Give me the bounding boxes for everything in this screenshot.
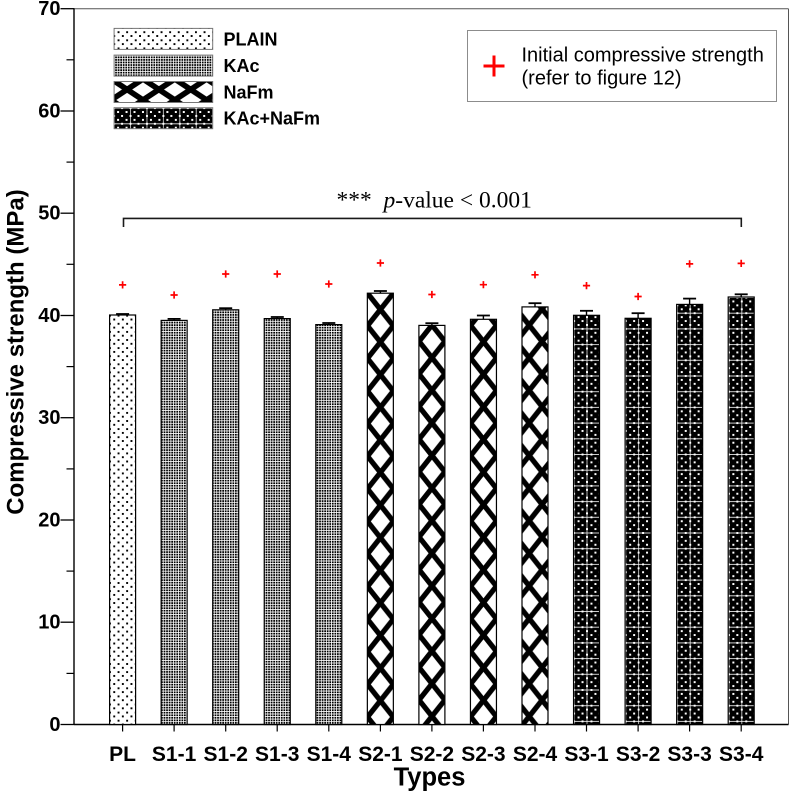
svg-text:S3-4: S3-4 [719,743,764,766]
svg-text:S3-3: S3-3 [667,743,711,766]
svg-text:Types: Types [394,764,466,792]
svg-text:(refer to figure 12): (refer to figure 12) [522,68,682,90]
svg-text:50: 50 [38,203,60,225]
svg-text:Compressive strength (MPa): Compressive strength (MPa) [3,189,30,514]
svg-text:S3-2: S3-2 [616,743,660,766]
svg-text:60: 60 [38,100,60,122]
svg-text:0: 0 [49,714,60,736]
svg-text:S1-2: S1-2 [204,743,248,766]
svg-text:10: 10 [38,612,60,634]
svg-text:S1-4: S1-4 [307,743,352,766]
svg-text:S2-1: S2-1 [358,743,403,766]
svg-text:PL: PL [109,743,136,766]
svg-text:30: 30 [38,407,60,429]
svg-text:*** p-value < 0.001: *** p-value < 0.001 [337,188,532,214]
svg-text:S2-4: S2-4 [513,743,558,766]
svg-text:PLAIN: PLAIN [224,29,278,49]
svg-text:S2-3: S2-3 [461,743,505,766]
svg-text:NaFm: NaFm [224,83,274,103]
svg-text:Initial compressive strength: Initial compressive strength [522,45,764,67]
svg-text:20: 20 [38,509,60,531]
svg-text:40: 40 [38,305,60,327]
svg-text:70: 70 [38,0,60,20]
svg-text:S1-3: S1-3 [255,743,299,766]
svg-text:KAc: KAc [224,56,260,76]
svg-text:S3-1: S3-1 [564,743,609,766]
svg-text:S2-2: S2-2 [410,743,454,766]
svg-text:S1-1: S1-1 [152,743,197,766]
svg-text:KAc+NaFm: KAc+NaFm [224,109,321,129]
